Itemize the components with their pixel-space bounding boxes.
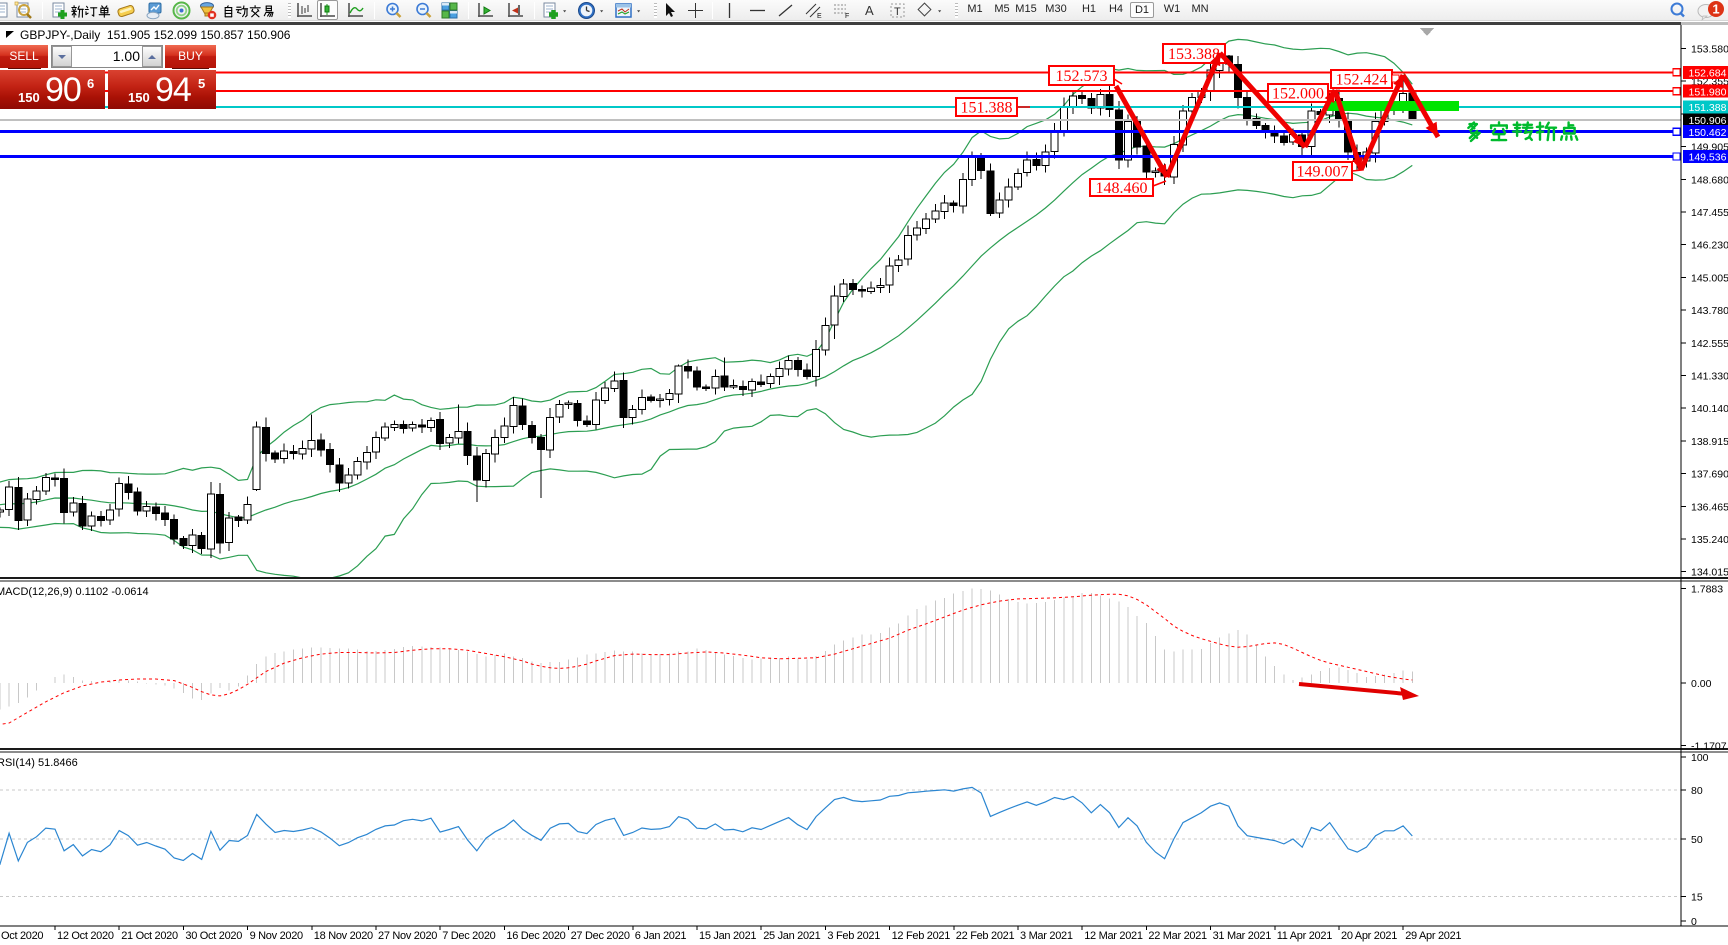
svg-text:146.230: 146.230 <box>1691 240 1728 252</box>
svg-text:140.140: 140.140 <box>1691 403 1728 415</box>
svg-text:100: 100 <box>1691 752 1709 764</box>
svg-text:20 Apr 2021: 20 Apr 2021 <box>1341 930 1397 942</box>
svg-text:RSI(14) 51.8466: RSI(14) 51.8466 <box>0 757 78 769</box>
svg-text:152.684: 152.684 <box>1689 68 1727 80</box>
svg-text:135.240: 135.240 <box>1691 534 1728 546</box>
svg-text:27 Dec 2020: 27 Dec 2020 <box>571 930 630 942</box>
svg-text:151.388: 151.388 <box>961 100 1013 117</box>
svg-text:150.462: 150.462 <box>1689 127 1727 139</box>
svg-text:136.465: 136.465 <box>1691 501 1728 513</box>
svg-text:29 Apr 2021: 29 Apr 2021 <box>1405 930 1461 942</box>
svg-text:3 Mar 2021: 3 Mar 2021 <box>1020 930 1073 942</box>
svg-text:12 Mar 2021: 12 Mar 2021 <box>1084 930 1143 942</box>
svg-text:151.388: 151.388 <box>1689 102 1727 114</box>
svg-text:137.690: 137.690 <box>1691 469 1728 481</box>
svg-text:12 Oct 2020: 12 Oct 2020 <box>57 930 114 942</box>
svg-text:151.980: 151.980 <box>1689 86 1727 98</box>
svg-text:7 Dec 2020: 7 Dec 2020 <box>442 930 495 942</box>
svg-text:149.536: 149.536 <box>1689 152 1727 164</box>
svg-text:F: F <box>845 13 849 20</box>
svg-text:E: E <box>817 13 822 20</box>
svg-text:143.780: 143.780 <box>1691 305 1728 317</box>
svg-text:22 Feb 2021: 22 Feb 2021 <box>956 930 1015 942</box>
svg-text:1.7883: 1.7883 <box>1691 584 1723 596</box>
svg-text:3 Feb 2021: 3 Feb 2021 <box>827 930 880 942</box>
svg-text:0.00: 0.00 <box>1691 678 1712 690</box>
svg-text:A: A <box>865 3 874 18</box>
svg-text:134.015: 134.015 <box>1691 567 1728 579</box>
svg-text:0: 0 <box>1691 916 1697 928</box>
svg-text:145.005: 145.005 <box>1691 272 1728 284</box>
svg-text:12 Feb 2021: 12 Feb 2021 <box>892 930 951 942</box>
svg-text:T: T <box>894 6 901 18</box>
svg-text:6 Jan 2021: 6 Jan 2021 <box>635 930 687 942</box>
svg-text:15: 15 <box>1691 891 1703 903</box>
svg-text:-1.1707: -1.1707 <box>1691 741 1727 753</box>
svg-text:27 Nov 2020: 27 Nov 2020 <box>378 930 437 942</box>
svg-text:25 Jan 2021: 25 Jan 2021 <box>763 930 820 942</box>
svg-text:150.906: 150.906 <box>1689 115 1727 127</box>
svg-text:152.000: 152.000 <box>1272 86 1324 103</box>
svg-text:138.915: 138.915 <box>1691 436 1728 448</box>
svg-text:MACD(12,26,9) 0.1102 -0.0614: MACD(12,26,9) 0.1102 -0.0614 <box>0 586 149 598</box>
svg-text:11 Apr 2021: 11 Apr 2021 <box>1277 930 1332 942</box>
svg-text:16 Dec 2020: 16 Dec 2020 <box>506 930 565 942</box>
svg-text:80: 80 <box>1691 785 1703 797</box>
svg-text:21 Oct 2020: 21 Oct 2020 <box>121 930 178 942</box>
svg-text:50: 50 <box>1691 834 1703 846</box>
svg-text:152.573: 152.573 <box>1056 68 1108 85</box>
svg-text:153.388: 153.388 <box>1168 46 1220 63</box>
svg-text:15 Jan 2021: 15 Jan 2021 <box>699 930 756 942</box>
svg-text:148.680: 148.680 <box>1691 174 1728 186</box>
svg-text:153.580: 153.580 <box>1691 44 1728 56</box>
svg-text:148.460: 148.460 <box>1096 180 1148 197</box>
svg-text:Oct 2020: Oct 2020 <box>1 930 43 942</box>
svg-text:31 Mar 2021: 31 Mar 2021 <box>1213 930 1272 942</box>
svg-text:147.455: 147.455 <box>1691 207 1728 219</box>
svg-text:149.007: 149.007 <box>1297 164 1349 181</box>
svg-text:141.330: 141.330 <box>1691 371 1728 383</box>
svg-text:30 Oct 2020: 30 Oct 2020 <box>185 930 242 942</box>
svg-text:152.424: 152.424 <box>1336 72 1388 89</box>
svg-text:142.555: 142.555 <box>1691 338 1728 350</box>
svg-text:22 Mar 2021: 22 Mar 2021 <box>1148 930 1207 942</box>
svg-text:18 Nov 2020: 18 Nov 2020 <box>314 930 373 942</box>
svg-text:1: 1 <box>1712 2 1719 17</box>
svg-text:9 Nov 2020: 9 Nov 2020 <box>250 930 303 942</box>
